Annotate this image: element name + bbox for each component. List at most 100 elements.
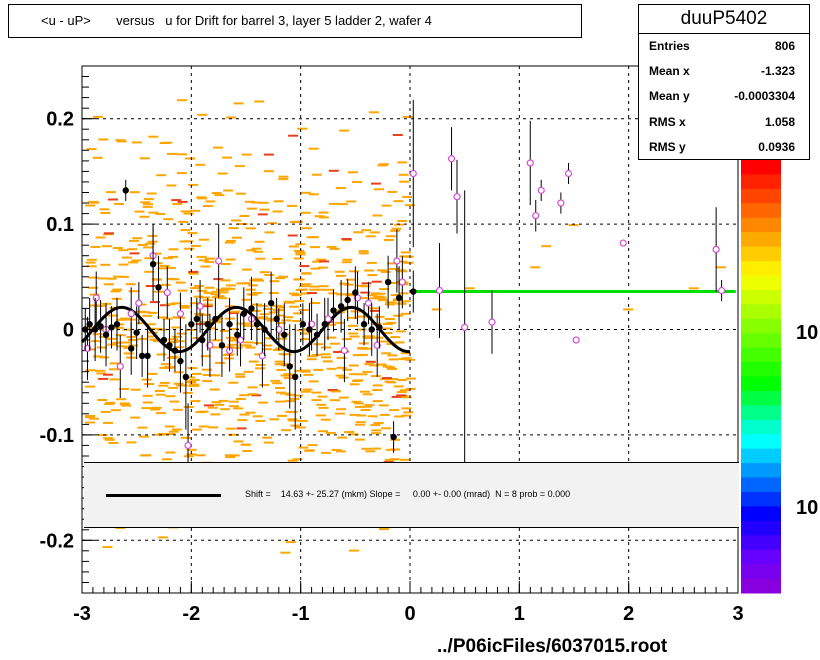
histogram-cell <box>202 374 213 376</box>
histogram-cell <box>142 205 153 208</box>
open-marker <box>184 441 192 450</box>
open-marker <box>127 310 135 318</box>
histogram-cell <box>352 181 363 183</box>
histogram-cell <box>179 240 190 243</box>
profile-point <box>177 357 184 365</box>
histogram-cell <box>336 408 347 411</box>
histogram-cell <box>148 335 159 338</box>
open-marker <box>196 302 204 310</box>
y-tick-label: 0.1 <box>46 214 74 236</box>
histogram-cell <box>389 267 400 270</box>
histogram-cell <box>239 215 250 217</box>
y-tick-label: 0 <box>63 320 74 342</box>
histogram-cell <box>157 328 168 331</box>
histogram-cell <box>219 329 230 332</box>
histogram-cell <box>159 366 170 369</box>
histogram-cell <box>318 211 329 214</box>
histogram-cell <box>168 355 179 358</box>
histogram-cell <box>355 421 366 424</box>
histogram-cell <box>272 304 283 307</box>
profile-point <box>86 321 93 328</box>
x-tick-label: 0 <box>404 603 415 625</box>
y-tick-label: -0.1 <box>40 425 74 447</box>
histogram-cell <box>251 247 262 250</box>
histogram-cell <box>318 285 329 288</box>
color-scale-band <box>741 246 781 262</box>
histogram-cell <box>349 270 359 273</box>
stats-row-entries: Entries 806 <box>639 35 809 59</box>
histogram-cell <box>165 451 176 454</box>
x-tick-label: -2 <box>182 603 200 625</box>
open-marker <box>557 199 565 207</box>
histogram-cell <box>371 447 382 450</box>
histogram-cell <box>287 459 298 462</box>
histogram-cell <box>357 373 368 376</box>
histogram-cell <box>185 329 196 331</box>
histogram-cell <box>181 436 191 439</box>
histogram-cell <box>362 393 373 396</box>
histogram-cell <box>304 449 315 452</box>
histogram-cell <box>139 435 150 438</box>
histogram-cell <box>102 373 113 376</box>
histogram-cell <box>314 215 325 218</box>
histogram-cell <box>263 170 274 173</box>
histogram-cell <box>405 387 416 390</box>
histogram-cell <box>203 291 214 294</box>
histogram-cell <box>303 373 314 376</box>
histogram-cell <box>142 401 153 404</box>
histogram-cell <box>203 205 213 207</box>
histogram-cell <box>292 220 303 223</box>
histogram-cell <box>378 163 389 166</box>
histogram-cell <box>688 287 699 290</box>
histogram-cell <box>236 282 247 285</box>
stats-label: RMS x <box>649 115 686 129</box>
histogram-cell <box>172 408 183 411</box>
histogram-cell <box>214 403 225 406</box>
histogram-cell <box>280 551 291 554</box>
histogram-cell <box>280 374 291 377</box>
histogram-cell <box>117 345 128 348</box>
histogram-cell <box>269 418 280 421</box>
histogram-cell <box>406 377 416 380</box>
histogram-cell <box>337 203 348 206</box>
histogram-cell <box>194 285 205 287</box>
open-marker <box>364 299 373 307</box>
histogram-cell <box>371 432 382 435</box>
histogram-cell <box>354 438 365 441</box>
profile-point <box>267 299 275 307</box>
open-marker <box>393 257 401 265</box>
open-marker <box>116 362 124 370</box>
histogram-cell <box>390 229 401 232</box>
color-scale-band <box>741 390 781 406</box>
histogram-cell <box>301 227 312 230</box>
histogram-cell <box>351 400 362 403</box>
histogram-cell <box>318 406 329 409</box>
histogram-cell <box>291 320 302 322</box>
histogram-cell <box>371 292 381 295</box>
histogram-cell <box>388 358 399 361</box>
stats-row-rms-y: RMS y 0.0936 <box>639 136 809 160</box>
histogram-cell <box>530 266 541 269</box>
histogram-cell <box>228 227 239 230</box>
histogram-cell <box>264 274 275 276</box>
histogram-cell <box>321 356 331 359</box>
histogram-cell <box>245 227 256 230</box>
histogram-cell <box>431 308 442 311</box>
histogram-cell <box>342 368 353 371</box>
histogram-cell <box>372 389 383 391</box>
histogram-cell <box>218 291 229 294</box>
histogram-cell <box>307 444 318 447</box>
open-marker <box>447 155 456 163</box>
histogram-cell <box>299 265 310 268</box>
histogram-cell <box>263 441 274 444</box>
histogram-cell <box>377 269 387 272</box>
histogram-cell <box>292 458 303 461</box>
histogram-cell <box>222 156 233 159</box>
histogram-cell <box>364 404 375 407</box>
histogram-cell <box>228 339 239 342</box>
histogram-cell <box>405 358 416 361</box>
histogram-cell <box>377 164 388 167</box>
histogram-cell <box>288 292 299 295</box>
histogram-cell <box>318 266 329 269</box>
histogram-cell <box>366 261 377 264</box>
